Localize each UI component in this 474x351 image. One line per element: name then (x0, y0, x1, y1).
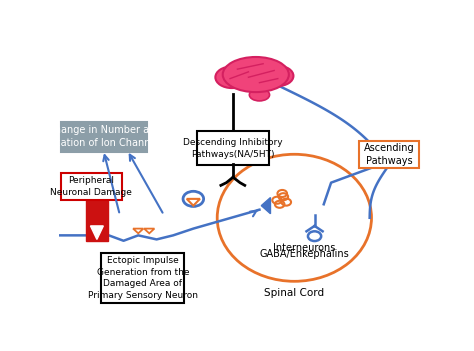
FancyBboxPatch shape (359, 141, 419, 168)
FancyBboxPatch shape (61, 173, 122, 200)
Text: Interneurons: Interneurons (273, 244, 336, 253)
Text: Change in Number and
Location of Ion Channels: Change in Number and Location of Ion Cha… (44, 125, 164, 148)
Polygon shape (91, 226, 103, 239)
FancyBboxPatch shape (61, 122, 147, 152)
Polygon shape (144, 229, 155, 233)
Ellipse shape (262, 66, 293, 86)
Text: Spinal Cord: Spinal Cord (264, 288, 324, 298)
FancyBboxPatch shape (101, 253, 184, 303)
Polygon shape (187, 199, 200, 206)
Text: Ascending
Pathways: Ascending Pathways (364, 143, 414, 166)
FancyBboxPatch shape (86, 194, 108, 241)
Text: GABA/Enkephalins: GABA/Enkephalins (260, 249, 349, 259)
Text: Peripheral
Neuronal Damage: Peripheral Neuronal Damage (50, 176, 132, 197)
Ellipse shape (223, 57, 289, 92)
Ellipse shape (249, 89, 270, 101)
Circle shape (183, 191, 204, 206)
FancyBboxPatch shape (197, 131, 269, 165)
Polygon shape (261, 198, 271, 214)
Ellipse shape (215, 66, 248, 88)
Text: Descending Inhibitory
Pathways(NA/5HT): Descending Inhibitory Pathways(NA/5HT) (183, 138, 283, 159)
Text: Ectopic Impulse
Generation from the
Damaged Area of
Primary Sensory Neuron: Ectopic Impulse Generation from the Dama… (88, 256, 198, 300)
Polygon shape (133, 229, 143, 233)
